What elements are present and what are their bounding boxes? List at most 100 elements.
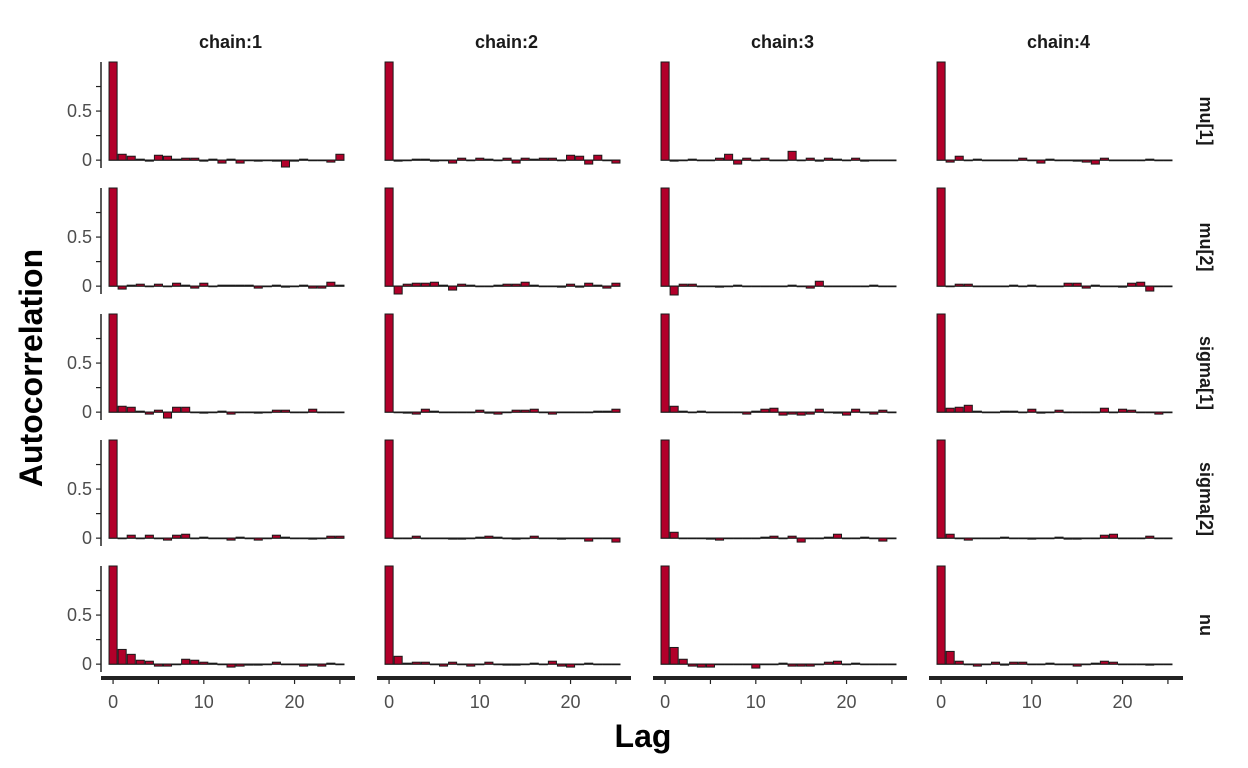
acf-bar	[687, 411, 697, 414]
x-tick-label: 0	[108, 692, 118, 712]
acf-bar	[162, 285, 173, 288]
acf-bar	[1081, 663, 1091, 666]
acf-bar	[936, 187, 946, 287]
acf-bar	[199, 159, 209, 162]
acf-bar	[705, 411, 715, 414]
acf-bar	[402, 411, 412, 414]
acf-bar	[429, 159, 439, 162]
acf-bar	[796, 159, 806, 162]
acf-bar	[1063, 663, 1073, 666]
acf-bar	[402, 159, 412, 162]
acf-bar	[244, 411, 254, 414]
panel-chain:2-mu[2]	[384, 187, 621, 295]
x-tick-label: 10	[470, 692, 490, 712]
acf-bar	[457, 411, 467, 414]
acf-bar	[878, 663, 888, 666]
acf-bar	[705, 663, 715, 668]
acf-bar	[429, 663, 439, 666]
acf-bar	[556, 411, 567, 414]
acf-bar	[1072, 663, 1082, 667]
acf-bar	[393, 411, 403, 414]
acf-bar	[584, 282, 594, 287]
acf-bar	[299, 411, 309, 414]
acf-bar	[972, 537, 982, 540]
acf-bar	[669, 159, 679, 162]
acf-bar	[593, 284, 603, 287]
acf-bar	[575, 411, 585, 414]
y-tick-label: 0	[82, 528, 92, 548]
acf-bar	[135, 283, 145, 287]
acf-bar	[1018, 285, 1028, 288]
acf-bar	[538, 285, 548, 288]
acf-bar	[611, 663, 621, 666]
acf-bar	[335, 284, 345, 287]
acf-bar	[475, 157, 485, 161]
panel-chain:4-sigma[1]: sigma[1]	[936, 313, 1216, 415]
x-tick-label: 20	[285, 692, 305, 712]
acf-bar	[299, 663, 309, 667]
acf-bar	[936, 565, 946, 665]
acf-bar	[678, 283, 688, 287]
acf-bar	[144, 660, 154, 665]
acf-bar	[208, 537, 218, 540]
acf-bar	[190, 537, 200, 540]
acf-bar	[135, 158, 145, 161]
acf-bar	[972, 285, 982, 288]
acf-bar	[972, 663, 982, 667]
strip-label-nu: nu	[1196, 614, 1216, 636]
acf-bar	[135, 659, 145, 665]
acf-bar	[502, 411, 512, 414]
acf-bar	[796, 663, 806, 667]
acf-bar	[760, 536, 770, 539]
acf-bar	[954, 155, 964, 161]
acf-bar	[172, 406, 182, 413]
acf-bar	[253, 159, 263, 162]
acf-bar	[393, 159, 403, 162]
acf-bar	[244, 159, 254, 162]
acf-bar	[217, 284, 227, 287]
acf-bar	[1136, 159, 1146, 162]
acf-bar	[787, 535, 797, 539]
acf-bar	[733, 411, 743, 414]
acf-bar	[411, 661, 421, 665]
acf-bar	[384, 439, 394, 539]
acf-bar	[584, 411, 594, 414]
acf-bar	[963, 283, 973, 287]
acf-bar	[769, 285, 779, 288]
acf-bar	[832, 411, 843, 414]
acf-bar	[696, 159, 706, 162]
acf-bar	[945, 159, 955, 163]
acf-bar	[438, 411, 449, 414]
acf-bar	[1099, 157, 1109, 161]
acf-bar	[678, 410, 688, 413]
acf-bar	[1163, 285, 1173, 288]
acf-bar	[384, 187, 394, 287]
acf-bar	[1108, 159, 1119, 162]
acf-bar	[760, 408, 770, 413]
acf-bar	[181, 658, 191, 665]
acf-bar	[457, 663, 467, 666]
acf-bar	[860, 285, 870, 288]
acf-bar	[208, 285, 218, 288]
acf-bar	[1145, 535, 1155, 539]
acf-bar	[696, 663, 706, 668]
y-tick-label: 0	[82, 276, 92, 296]
acf-bar	[778, 285, 788, 288]
panel-chain:1-mu[2]: 00.5	[67, 187, 345, 296]
acf-bar	[769, 535, 779, 539]
acf-bar	[217, 663, 227, 666]
acf-bar	[678, 537, 688, 540]
acf-bar	[1045, 662, 1055, 665]
acf-bar	[981, 537, 991, 540]
acf-bar	[1009, 537, 1019, 540]
acf-bar	[936, 439, 946, 539]
x-tick-label: 20	[1113, 692, 1133, 712]
acf-bar	[1027, 537, 1037, 540]
acf-bar	[172, 534, 182, 539]
acf-bar	[724, 285, 734, 288]
acf-bar	[108, 565, 118, 665]
acf-bar	[326, 411, 336, 414]
acf-bar	[547, 411, 557, 415]
acf-bar	[208, 158, 218, 161]
acf-bar	[945, 285, 955, 288]
